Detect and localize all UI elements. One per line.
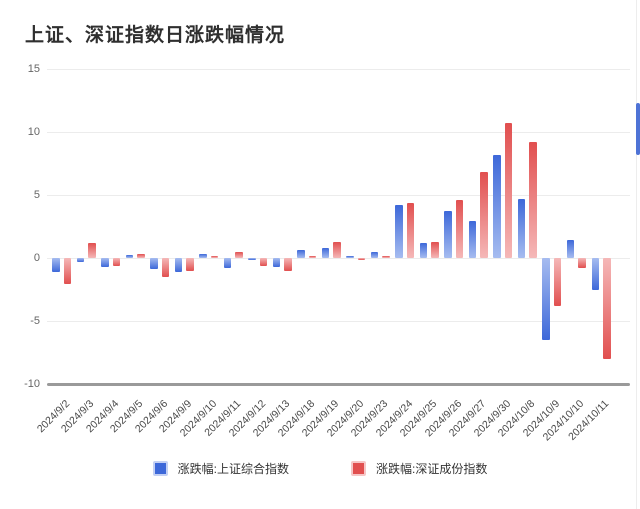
gridline-y0 xyxy=(47,258,630,259)
bar-sse-2024/9/9[interactable] xyxy=(174,258,183,272)
bar-sse-2024/9/5[interactable] xyxy=(125,255,134,258)
bar-szse-2024/9/24[interactable] xyxy=(406,202,415,258)
bar-szse-2024/10/9[interactable] xyxy=(553,258,562,306)
bar-sse-2024/10/8[interactable] xyxy=(517,198,526,258)
legend-label-szse: 涨跌幅:深证成份指数 xyxy=(376,461,488,476)
bar-szse-2024/9/20[interactable] xyxy=(357,258,366,260)
legend-swatch-red-icon xyxy=(351,460,366,476)
legend-item-szse[interactable]: 涨跌幅:深证成份指数 xyxy=(351,460,487,477)
bar-sse-2024/10/10[interactable] xyxy=(566,240,575,258)
chart-legend: 涨跌幅:上证综合指数 涨跌幅:深证成份指数 xyxy=(0,455,640,481)
y-tick-label--5: -5 xyxy=(30,315,40,327)
gridline-y10 xyxy=(47,132,630,133)
bar-sse-2024/9/12[interactable] xyxy=(248,258,256,260)
legend-label-sse: 涨跌幅:上证综合指数 xyxy=(177,461,289,476)
bar-sse-2024/9/18[interactable] xyxy=(297,250,305,258)
bar-szse-2024/9/4[interactable] xyxy=(112,258,121,266)
bar-szse-2024/9/2[interactable] xyxy=(63,258,71,285)
bar-szse-2024/9/5[interactable] xyxy=(137,254,145,258)
x-axis-line xyxy=(47,383,630,386)
bar-szse-2024/9/12[interactable] xyxy=(259,258,268,266)
bar-sse-2024/9/25[interactable] xyxy=(419,242,428,258)
bar-sse-2024/9/19[interactable] xyxy=(321,247,330,258)
bar-sse-2024/9/26[interactable] xyxy=(444,211,452,258)
bar-sse-2024/9/27[interactable] xyxy=(468,221,477,258)
y-tick-label-10: 10 xyxy=(27,126,40,138)
y-tick-label-15: 15 xyxy=(27,63,40,75)
bar-szse-2024/9/13[interactable] xyxy=(284,258,292,271)
gridline-y5 xyxy=(47,195,630,196)
bar-szse-2024/9/27[interactable] xyxy=(480,172,488,258)
bar-sse-2024/9/4[interactable] xyxy=(101,258,109,267)
bar-szse-2024/9/19[interactable] xyxy=(333,241,341,258)
gridline-y-5 xyxy=(47,321,630,322)
bar-szse-2024/9/10[interactable] xyxy=(210,256,219,258)
bar-szse-2024/10/8[interactable] xyxy=(529,142,537,258)
bar-sse-2024/9/6[interactable] xyxy=(150,258,158,270)
bar-szse-2024/9/6[interactable] xyxy=(161,258,170,277)
bar-szse-2024/10/11[interactable] xyxy=(603,258,611,359)
y-tick-label--10: -10 xyxy=(24,378,40,390)
panel-divider xyxy=(636,0,637,509)
bar-sse-2024/10/9[interactable] xyxy=(542,258,550,340)
bar-szse-2024/9/9[interactable] xyxy=(186,258,194,271)
bar-sse-2024/9/20[interactable] xyxy=(346,256,354,258)
y-tick-label-5: 5 xyxy=(33,189,40,201)
bar-sse-2024/9/2[interactable] xyxy=(52,258,60,272)
bar-sse-2024/9/10[interactable] xyxy=(199,254,207,258)
y-tick-label-0: 0 xyxy=(33,252,40,264)
bar-szse-2024/9/18[interactable] xyxy=(308,256,317,258)
bar-szse-2024/9/3[interactable] xyxy=(88,242,96,258)
bar-sse-2024/10/11[interactable] xyxy=(591,258,599,290)
bar-szse-2024/9/30[interactable] xyxy=(504,123,513,258)
bar-sse-2024/9/13[interactable] xyxy=(272,258,281,267)
bar-sse-2024/9/24[interactable] xyxy=(395,205,403,258)
bar-sse-2024/9/3[interactable] xyxy=(76,258,85,262)
scrollbar-thumb[interactable] xyxy=(636,103,640,155)
legend-swatch-blue-icon xyxy=(152,460,168,476)
gridline-y15 xyxy=(47,69,630,70)
legend-item-sse[interactable]: 涨跌幅:上证综合指数 xyxy=(152,460,289,477)
bar-sse-2024/9/11[interactable] xyxy=(223,258,232,269)
bar-szse-2024/10/10[interactable] xyxy=(578,258,586,269)
bar-szse-2024/9/23[interactable] xyxy=(382,256,390,258)
bar-sse-2024/9/23[interactable] xyxy=(370,251,379,258)
bar-szse-2024/9/26[interactable] xyxy=(455,200,464,258)
chart-title: 上证、深证指数日涨跌幅情况 xyxy=(25,25,286,46)
bar-szse-2024/9/25[interactable] xyxy=(431,241,439,258)
bar-sse-2024/9/30[interactable] xyxy=(493,154,501,258)
bar-szse-2024/9/11[interactable] xyxy=(235,251,243,258)
